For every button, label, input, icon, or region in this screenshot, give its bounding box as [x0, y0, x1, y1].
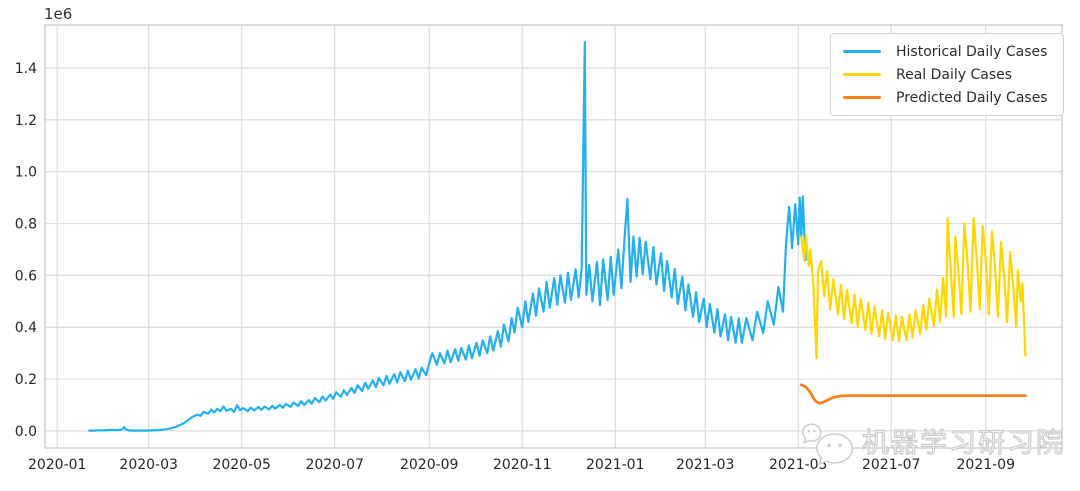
y-tick-label: 1.2: [15, 113, 37, 129]
y-tick-label: 0.8: [15, 217, 37, 233]
legend-swatch-predicted: [843, 96, 881, 99]
plot-border: [44, 24, 1063, 449]
x-tick-label: 2020-11: [493, 457, 552, 473]
y-tick-label: 1.0: [15, 165, 37, 181]
series-line-predicted-daily-cases: [799, 383, 1027, 405]
legend-label-real: Real Daily Cases: [896, 66, 1013, 83]
y-tick-label: 0.2: [15, 372, 37, 388]
y-tick-label: 0.0: [15, 424, 37, 440]
series-line-real-daily-cases: [800, 217, 1027, 360]
watermark: 机器学习研习院: [800, 423, 1065, 465]
y-tick-label: 1.4: [15, 61, 37, 77]
legend-item-real: Real Daily Cases: [843, 65, 1051, 84]
x-tick-label: 2020-07: [305, 457, 364, 473]
legend-label-predicted: Predicted Daily Cases: [896, 89, 1048, 106]
x-tick-label: 2020-01: [28, 457, 87, 473]
x-tick-label: 2021-03: [676, 457, 735, 473]
x-tick-label: 2020-09: [400, 457, 459, 473]
y-axis-offset-label: 1e6: [44, 5, 73, 23]
x-tick-label: 2020-05: [212, 457, 271, 473]
legend-label-historical: Historical Daily Cases: [896, 43, 1048, 60]
wechat-chat-bubbles-icon: [802, 423, 854, 465]
y-tick-label: 0.6: [15, 268, 37, 284]
legend-item-predicted: Predicted Daily Cases: [843, 88, 1051, 107]
legend-swatch-historical: [843, 50, 881, 53]
x-tick-label: 2021-09: [957, 457, 1016, 473]
series-line-historical-daily-cases: [88, 40, 807, 432]
x-tick-label: 2021-07: [862, 457, 921, 473]
x-tick-label: 2020-03: [119, 457, 178, 473]
x-tick-label: 2021-01: [586, 457, 645, 473]
legend: Historical Daily Cases Real Daily Cases …: [830, 33, 1064, 116]
y-tick-label: 0.4: [15, 320, 37, 336]
x-tick-label: 2021-05: [769, 457, 828, 473]
legend-item-historical: Historical Daily Cases: [843, 42, 1051, 61]
legend-swatch-real: [843, 73, 881, 76]
watermark-text: 机器学习研习院: [861, 427, 1065, 459]
